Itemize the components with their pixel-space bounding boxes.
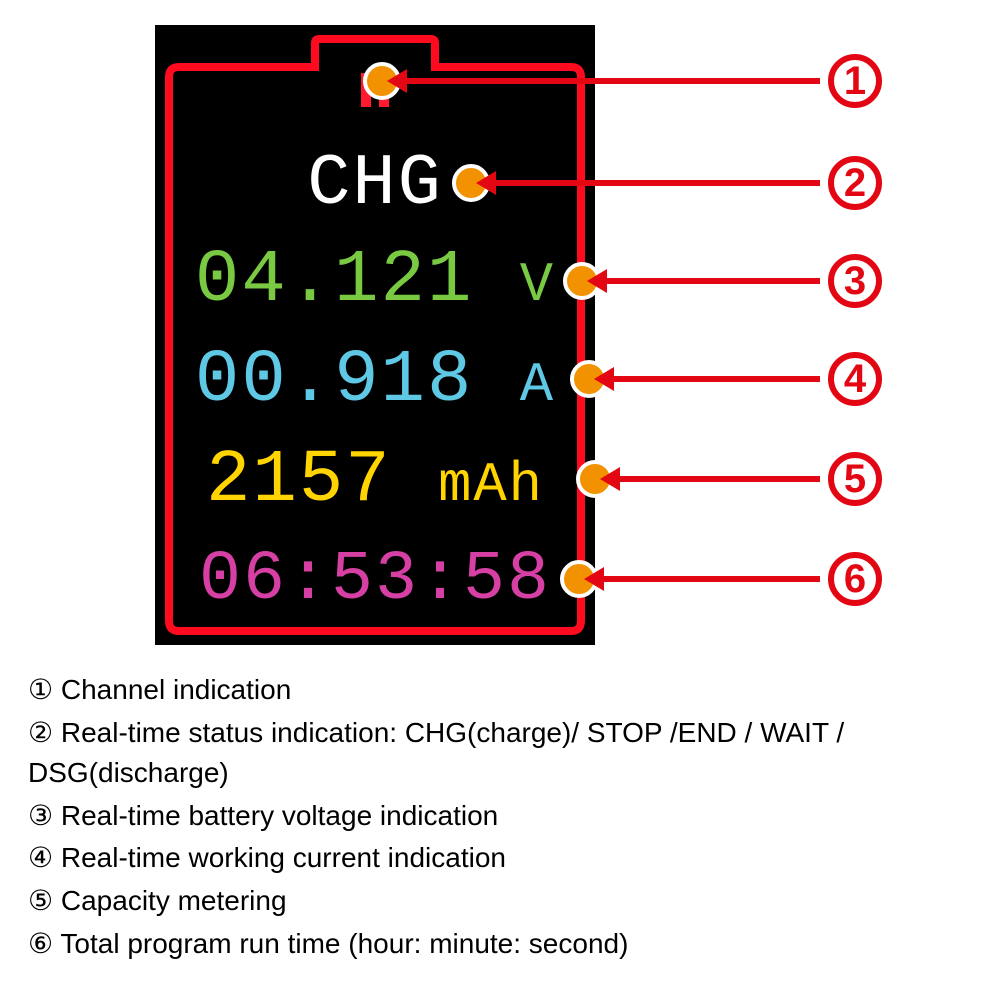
legend-item: ⑥ Total program run time (hour: minute: … — [28, 924, 960, 965]
callout-arrow — [494, 180, 820, 186]
time-row: 06:53:58 — [155, 541, 595, 620]
current-row: 00.918 A — [155, 339, 595, 423]
legend-number: ④ — [28, 842, 53, 873]
callout-number: 2 — [828, 156, 882, 210]
callout-arrowhead — [594, 367, 614, 391]
legend-item: ⑤ Capacity metering — [28, 881, 960, 922]
legend-text: Real-time working current indication — [61, 842, 506, 873]
legend-text: Real-time battery voltage indication — [61, 800, 498, 831]
legend-list: ① Channel indication② Real-time status i… — [28, 670, 960, 966]
diagram-stage: CHG 04.121 V 00.918 A 2157 mAh 06:53:58 … — [0, 0, 1000, 1000]
callout-arrowhead — [476, 171, 496, 195]
callout-arrow — [405, 78, 820, 84]
callout-arrowhead — [584, 567, 604, 591]
legend-number: ① — [28, 674, 53, 705]
callout-number: 6 — [828, 552, 882, 606]
capacity-row: 2157 mAh — [155, 439, 595, 523]
legend-text: Capacity metering — [61, 885, 287, 916]
legend-number: ③ — [28, 800, 53, 831]
legend-number: ② — [28, 717, 53, 748]
callout-arrow — [605, 278, 820, 284]
callout-number: 3 — [828, 254, 882, 308]
legend-text: Channel indication — [61, 674, 291, 705]
legend-item: ③ Real-time battery voltage indication — [28, 796, 960, 837]
legend-item: ④ Real-time working current indication — [28, 838, 960, 879]
legend-text: Total program run time (hour: minute: se… — [60, 928, 628, 959]
legend-item: ① Channel indication — [28, 670, 960, 711]
voltage-row: 04.121 V — [155, 239, 595, 323]
callout-number: 5 — [828, 452, 882, 506]
callout-number: 1 — [828, 54, 882, 108]
callout-arrow — [602, 576, 820, 582]
callout-arrowhead — [387, 69, 407, 93]
callout-number: 4 — [828, 352, 882, 406]
callout-arrowhead — [587, 269, 607, 293]
legend-number: ⑥ — [28, 928, 53, 959]
callout-arrow — [618, 476, 820, 482]
legend-text: Real-time status indication: CHG(charge)… — [28, 717, 844, 789]
legend-number: ⑤ — [28, 885, 53, 916]
callout-arrowhead — [600, 467, 620, 491]
lcd-screen: CHG 04.121 V 00.918 A 2157 mAh 06:53:58 — [155, 25, 595, 645]
callout-arrow — [612, 376, 820, 382]
legend-item: ② Real-time status indication: CHG(charg… — [28, 713, 960, 794]
